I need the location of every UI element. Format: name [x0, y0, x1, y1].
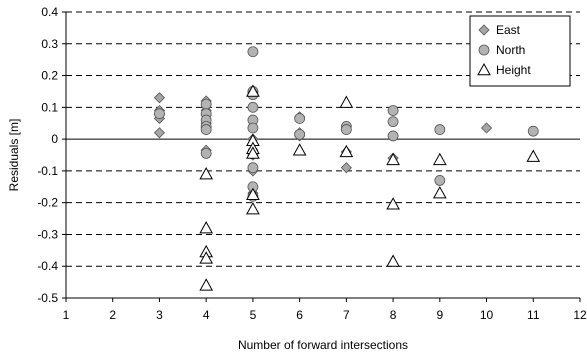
height-point — [386, 197, 400, 210]
x-tick-label: 1 — [63, 308, 70, 322]
height-point — [246, 187, 260, 201]
height-point — [199, 167, 214, 180]
height-point — [246, 146, 260, 159]
x-tick-label: 12 — [573, 308, 587, 322]
height-point — [339, 144, 354, 158]
y-tick-label: 0 — [51, 132, 58, 146]
y-tick-label: -0.1 — [37, 164, 58, 178]
x-tick-label: 9 — [436, 308, 443, 322]
y-axis-title: Residuals [m] — [7, 119, 21, 192]
legend-north-marker — [478, 44, 490, 56]
x-axis-title: Number of forward intersections — [238, 338, 408, 352]
north-point — [200, 124, 212, 135]
north-point — [247, 46, 259, 58]
north-point — [247, 122, 259, 134]
y-tick-label: -0.5 — [37, 291, 58, 305]
north-point — [434, 124, 446, 135]
x-tick-label: 6 — [296, 308, 303, 322]
north-point — [340, 124, 352, 135]
height-point — [432, 186, 447, 199]
height-point — [292, 143, 307, 156]
east-point — [480, 122, 493, 134]
north-point — [247, 101, 259, 113]
x-tick-label: 11 — [527, 308, 540, 322]
x-tick-label: 7 — [343, 308, 350, 322]
x-tick-label: 5 — [250, 308, 257, 322]
x-tick-label: 8 — [390, 308, 397, 322]
height-point — [199, 278, 214, 291]
east-point — [153, 127, 166, 139]
legend: East North Height — [469, 15, 571, 87]
y-tick-label: -0.4 — [37, 259, 58, 273]
y-tick-label: 0.2 — [41, 69, 58, 83]
x-tick-label: 4 — [203, 308, 210, 322]
north-point — [294, 113, 306, 124]
height-point — [199, 221, 214, 234]
legend-north-label: North — [496, 43, 525, 57]
height-point — [526, 149, 541, 162]
y-tick-label: 0.4 — [41, 5, 58, 19]
legend-height-marker — [477, 62, 491, 76]
height-point — [386, 152, 400, 166]
y-tick-labels: 0.4 0.3 0.2 0.1 0 -0.1 -0.2 -0.3 -0.4 -0.5 — [37, 5, 66, 305]
north-point — [434, 175, 446, 186]
data-points — [153, 46, 541, 291]
north-point — [387, 130, 399, 142]
legend-east-label: East — [496, 23, 521, 37]
y-tick-label: 0.1 — [41, 100, 58, 114]
height-point — [339, 95, 354, 108]
north-point — [294, 128, 306, 140]
height-point — [386, 254, 400, 267]
y-tick-label: -0.3 — [37, 227, 58, 241]
x-tick-label: 3 — [156, 308, 163, 322]
axes — [65, 12, 580, 299]
east-point — [153, 92, 166, 104]
north-point — [387, 116, 399, 128]
legend-east-marker — [478, 24, 490, 36]
east-point — [340, 162, 352, 174]
x-tick-label: 2 — [109, 308, 116, 322]
height-point — [246, 84, 260, 97]
x-tick-label: 10 — [480, 308, 494, 322]
y-tick-label: -0.2 — [37, 196, 58, 210]
y-tick-label: 0.3 — [41, 37, 58, 51]
legend-height-label: Height — [496, 63, 531, 77]
height-point — [246, 201, 260, 215]
north-point — [200, 148, 212, 159]
x-tick-labels: 1 2 3 4 5 6 7 8 9 10 11 12 — [63, 298, 587, 322]
north-point — [387, 105, 399, 116]
north-point — [527, 125, 539, 137]
height-point — [199, 251, 214, 264]
north-point — [200, 98, 212, 110]
height-point — [432, 152, 447, 166]
series-height — [199, 84, 541, 291]
gridlines — [66, 11, 580, 267]
north-point — [247, 162, 259, 174]
north-point — [154, 108, 165, 120]
